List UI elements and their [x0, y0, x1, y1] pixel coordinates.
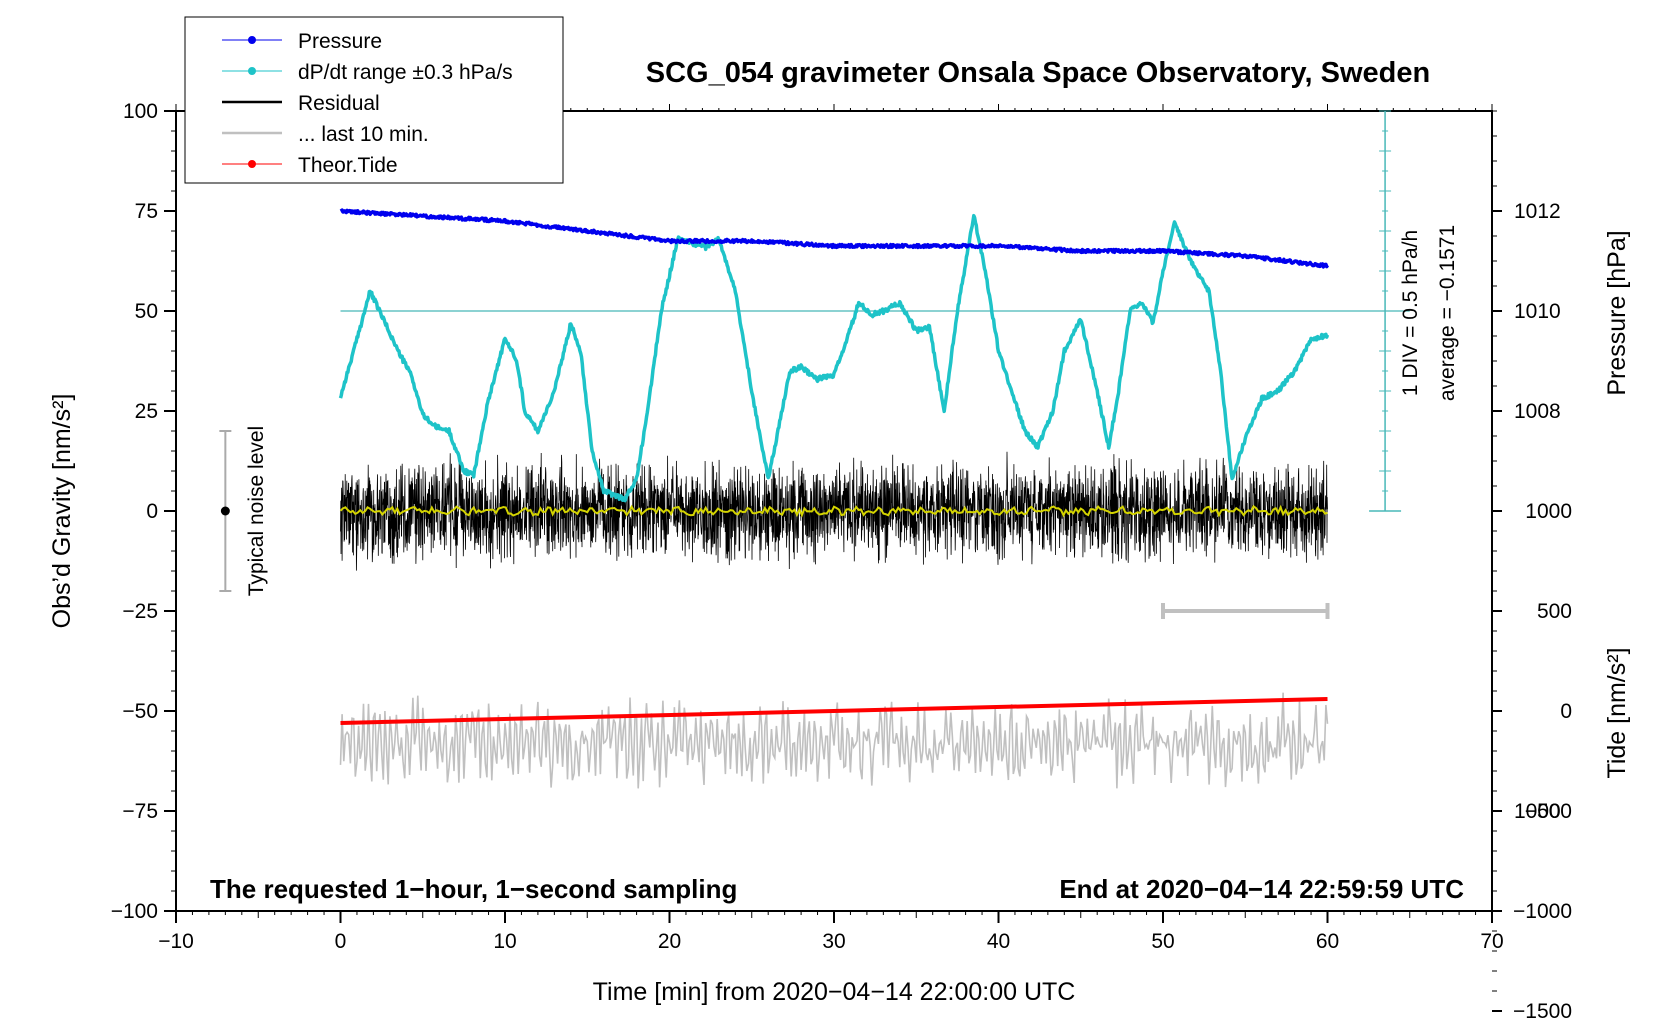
y-tick-label: −100 — [111, 900, 158, 923]
x-tick-label: 50 — [1151, 930, 1174, 953]
y-tick-label: 50 — [135, 300, 158, 323]
tide-tick-label: 0 — [1560, 700, 1572, 723]
x-tick-label: 30 — [822, 930, 845, 953]
tide-tick-label: −1500 — [1513, 1000, 1572, 1020]
smoothed-residual-line — [339, 504, 1328, 518]
tide-line — [340, 697, 1328, 725]
x-tick-label: 40 — [987, 930, 1010, 953]
tide-tick-label: 500 — [1537, 600, 1572, 623]
legend-box — [184, 16, 564, 184]
pressure-tick-label: 1010 — [1514, 300, 1561, 323]
x-tick-label: 60 — [1316, 930, 1339, 953]
residual-line — [340, 451, 1328, 571]
tide-tick-label: −1000 — [1513, 900, 1572, 923]
tide-series-group — [340, 697, 1328, 725]
y-axis-title-tide: Tide [nm/s²] — [1603, 647, 1631, 778]
dpdt-series-group — [338, 213, 1330, 503]
y-tick-label: −75 — [122, 800, 158, 823]
x-tick-label: 10 — [493, 930, 516, 953]
noise-level-label: Typical noise level — [245, 426, 268, 596]
legend-label-dpdt: dP/dt range ±0.3 hPa/s — [298, 61, 513, 84]
legend-label-pressure: Pressure — [298, 30, 382, 53]
pressure-tick-label: 1008 — [1514, 400, 1561, 423]
dpdt-line — [338, 213, 1330, 503]
noise-bar-center-dot — [220, 506, 230, 516]
y-axis-title-left: Obs’d Gravity [nm/s²] — [48, 394, 76, 629]
y-tick-label: 75 — [135, 200, 158, 223]
x-tick-label: −10 — [158, 930, 194, 953]
last10-series-group — [339, 603, 1330, 789]
pressure-tick-label: 1012 — [1514, 200, 1561, 223]
x-axis-title: Time [min] from 2020−04−14 22:00:00 UTC — [593, 978, 1076, 1006]
pressure-series-group — [339, 208, 1330, 269]
x-tick-label: 20 — [658, 930, 681, 953]
legend-marker — [248, 160, 256, 168]
x-tick-label: 0 — [335, 930, 347, 953]
note-left: The requested 1−hour, 1−second sampling — [210, 874, 737, 904]
y-tick-label: −50 — [122, 700, 158, 723]
legend: Pressure dP/dt range ±0.3 hPa/s Residual… — [184, 16, 564, 184]
legend-marker — [248, 67, 256, 75]
pressure-tick-label: 1000 — [1514, 800, 1561, 823]
annotation-group — [219, 430, 232, 592]
y-tick-label: 25 — [135, 400, 158, 423]
y-tick-label: 100 — [123, 100, 158, 123]
legend-label-tide: Theor.Tide — [298, 154, 398, 177]
note-right: End at 2020−04−14 22:59:59 UTC — [1059, 874, 1464, 904]
tide-tick-label: 1000 — [1525, 500, 1572, 523]
legend-label-residual: Residual — [298, 92, 380, 115]
y-axis-title-pressure: Pressure [hPa] — [1603, 230, 1631, 395]
dpdt-scale-label: 1 DIV = 0.5 hPa/h — [1399, 230, 1422, 396]
y-tick-label: −25 — [122, 600, 158, 623]
legend-label-last10: ... last 10 min. — [298, 123, 429, 146]
axes-group: −10 0 10 20 30 40 50 60 70−100−75−50−25025507510… — [111, 100, 1572, 1020]
x-tick-label: 70 — [1480, 930, 1503, 953]
legend-items — [222, 36, 282, 168]
y-tick-label: 0 — [146, 500, 158, 523]
residual-series-group — [339, 451, 1328, 571]
legend-marker — [248, 36, 256, 44]
last10-line — [339, 692, 1329, 789]
average-label: average = −0.1571 — [1436, 225, 1459, 401]
chart-title: SCG_054 gravimeter Onsala Space Observat… — [646, 57, 1430, 89]
pressure-line — [339, 208, 1330, 269]
tide-tick-label: −500 — [1525, 800, 1572, 823]
